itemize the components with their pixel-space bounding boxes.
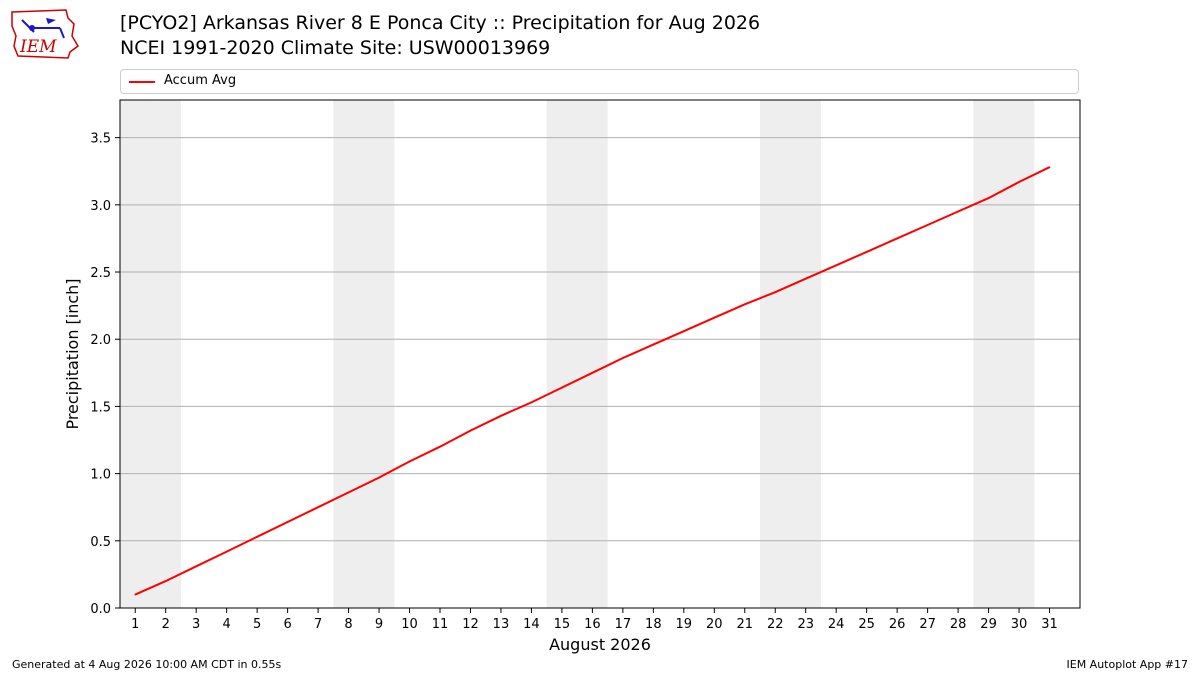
accum-avg-point (469, 429, 472, 432)
x-tick-label: 13 (493, 617, 510, 632)
y-tick-label: 3.5 (90, 132, 111, 147)
x-tick-label: 10 (401, 617, 418, 632)
accum-avg-point (317, 506, 319, 509)
x-tick-label: 7 (314, 617, 322, 632)
accum-avg-point (896, 237, 898, 240)
accum-avg-point (774, 291, 777, 293)
accum-avg-point (591, 372, 594, 374)
accum-avg-point (652, 343, 655, 346)
x-tick-label: 28 (950, 617, 967, 632)
x-tick-label: 31 (1041, 617, 1058, 632)
legend: Accum Avg (120, 69, 1079, 94)
accum-avg-point (622, 357, 624, 359)
accum-avg-point (987, 197, 990, 199)
y-tick-label: 0.5 (90, 535, 111, 550)
x-tick-label: 27 (919, 617, 936, 632)
x-tick-label: 12 (462, 617, 479, 632)
accum-avg-point (1018, 181, 1020, 183)
x-tick-label: 15 (554, 617, 571, 632)
x-tick-label: 18 (645, 617, 662, 632)
y-tick-label: 2.0 (90, 333, 111, 348)
x-tick-label: 29 (980, 617, 997, 632)
accum-avg-point (865, 251, 868, 253)
chart-title: [PCYO2] Arkansas River 8 E Ponca City ::… (120, 12, 761, 34)
x-tick-label: 5 (253, 617, 261, 632)
x-tick-label: 1 (131, 617, 139, 632)
accum-avg-point (835, 264, 837, 267)
x-tick-label: 16 (584, 617, 601, 632)
autoplot-app-label: IEM Autoplot App #17 (1066, 658, 1189, 671)
x-tick-label: 6 (283, 617, 291, 632)
x-tick-label: 21 (736, 617, 753, 632)
accum-avg-point (530, 401, 533, 404)
x-tick-label: 8 (344, 617, 352, 632)
weekend-band (760, 100, 821, 608)
x-tick-label: 20 (706, 617, 723, 632)
weekend-band (973, 100, 1035, 608)
legend-swatch (129, 81, 155, 83)
weekend-band (546, 100, 608, 608)
y-tick-label: 1.5 (90, 400, 111, 415)
accum-avg-point (134, 593, 137, 596)
x-tick-label: 9 (375, 617, 383, 632)
accum-avg-point (408, 460, 411, 463)
accum-avg-point (1048, 166, 1051, 168)
x-tick-label: 3 (192, 617, 200, 632)
accum-avg-point (804, 277, 807, 280)
accum-avg-point (225, 550, 228, 553)
generated-timestamp: Generated at 4 Aug 2026 10:00 AM CDT in … (12, 658, 282, 671)
y-tick-label: 1.0 (90, 468, 111, 483)
accum-avg-point (561, 386, 563, 389)
x-tick-label: 14 (523, 617, 540, 632)
accum-avg-point (683, 330, 685, 332)
y-tick-label: 0.0 (90, 602, 111, 617)
y-tick-label: 3.0 (90, 199, 111, 214)
accum-avg-point (500, 415, 502, 417)
x-tick-label: 19 (676, 617, 693, 632)
x-tick-label: 4 (223, 617, 231, 632)
x-tick-label: 2 (162, 617, 170, 632)
accum-avg-point (713, 316, 716, 319)
x-tick-label: 22 (767, 617, 784, 632)
accum-avg-point (743, 303, 746, 306)
accum-avg-point (195, 565, 197, 568)
x-axis-title: August 2026 (549, 635, 651, 654)
accum-avg-point (256, 535, 258, 538)
x-tick-label: 25 (858, 617, 875, 632)
weekend-band (120, 100, 181, 608)
weekend-band (333, 100, 395, 608)
x-tick-label: 30 (1011, 617, 1028, 632)
x-tick-label: 11 (432, 617, 449, 632)
x-tick-label: 26 (889, 617, 906, 632)
iem-logo: IEM (8, 6, 82, 60)
accum-avg-point (164, 580, 167, 582)
x-tick-label: 23 (797, 617, 814, 632)
accum-avg-point (439, 445, 441, 448)
accum-avg-point (926, 224, 929, 226)
chart-subtitle: NCEI 1991-2020 Climate Site: USW00013969 (120, 37, 551, 59)
x-tick-label: 17 (615, 617, 632, 632)
plot-frame (119, 99, 1081, 609)
x-tick-label: 24 (828, 617, 845, 632)
accum-avg-point (378, 476, 380, 479)
legend-label: Accum Avg (164, 73, 237, 88)
y-axis-title: Precipitation [inch] (63, 278, 82, 429)
accum-avg-point (286, 521, 289, 523)
logo-text: IEM (19, 37, 57, 57)
accum-avg-point (957, 210, 959, 213)
accum-avg-point (347, 491, 350, 494)
y-tick-label: 2.5 (90, 266, 111, 281)
